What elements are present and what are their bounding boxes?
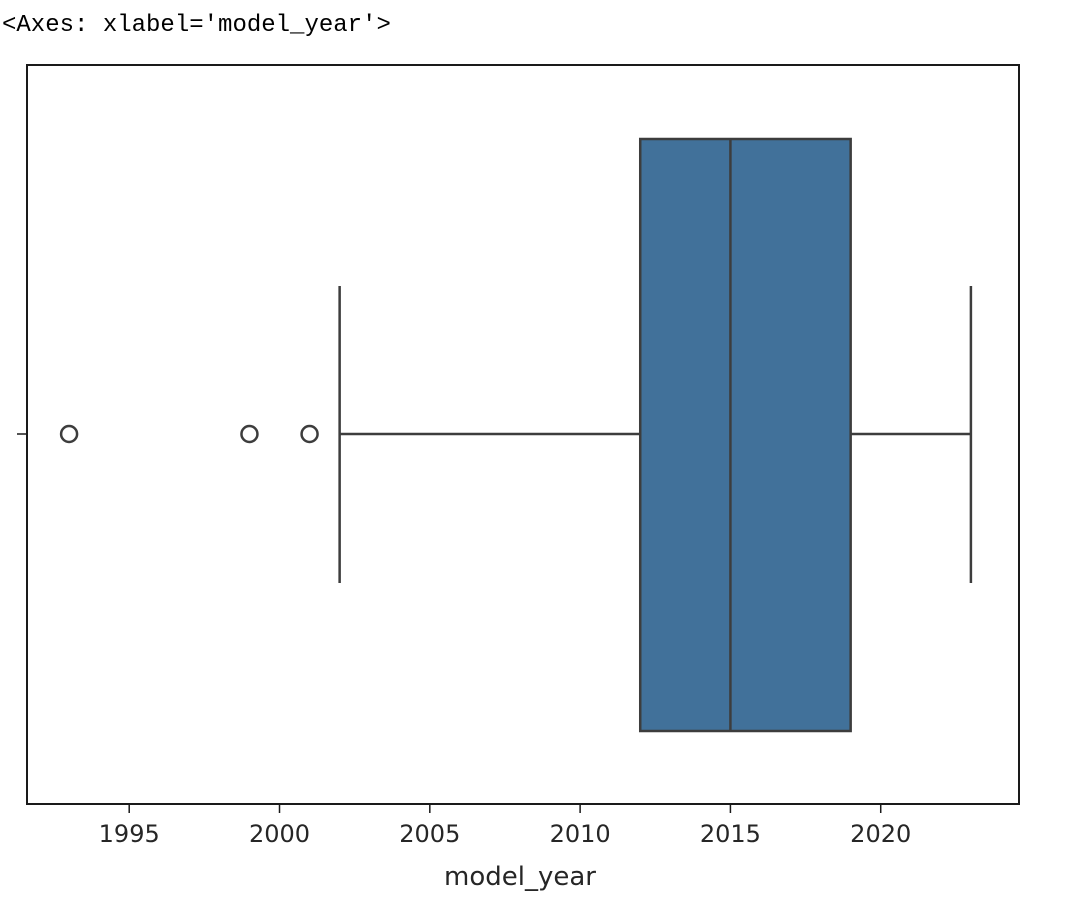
x-tick-label-2015: 2015 bbox=[700, 820, 761, 848]
x-axis-ticks: 1995 2000 2005 2010 2015 2020 bbox=[99, 804, 911, 848]
x-tick-label-2020: 2020 bbox=[850, 820, 911, 848]
plot-area bbox=[59, 137, 973, 733]
x-tick-label-1995: 1995 bbox=[99, 820, 160, 848]
axes-repr-output: <Axes: xlabel='model_year'> bbox=[2, 12, 391, 39]
x-axis-label: model_year bbox=[444, 862, 596, 892]
outlier-point-2 bbox=[240, 424, 259, 444]
outlier-point-3 bbox=[300, 424, 319, 444]
x-tick-label-2000: 2000 bbox=[249, 820, 310, 848]
outlier-point-1 bbox=[59, 424, 79, 444]
iqr-box bbox=[638, 137, 852, 733]
x-tick-label-2005: 2005 bbox=[399, 820, 460, 848]
x-tick-label-2010: 2010 bbox=[550, 820, 611, 848]
